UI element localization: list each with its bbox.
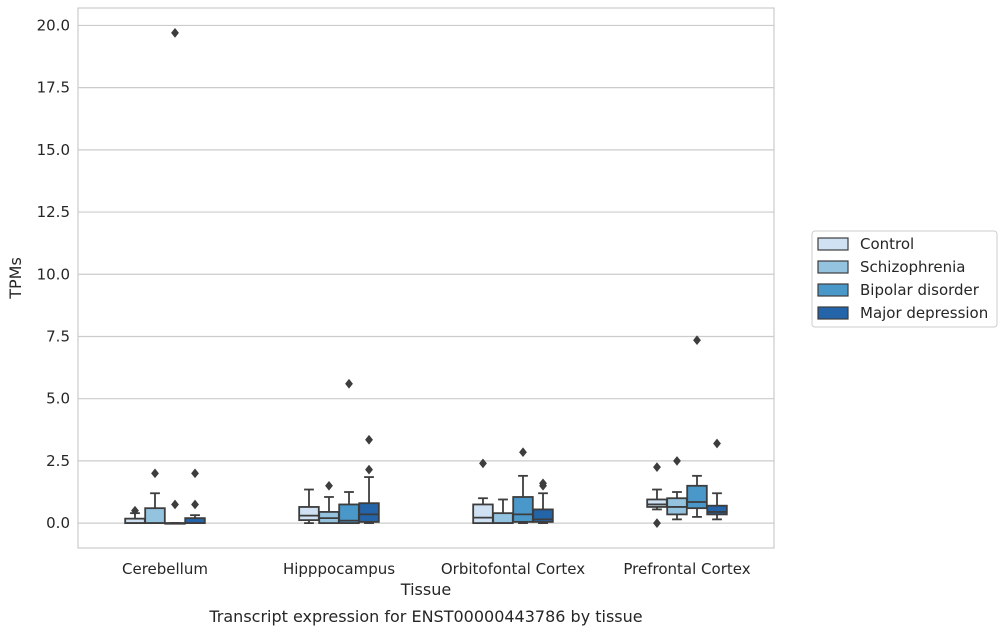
box-schizophrenia [144, 468, 166, 525]
box-major-depression [706, 438, 728, 521]
x-tick-label: Orbitofontal Cortex [441, 560, 585, 578]
y-tick-labels: 0.0 2.5 5.0 7.5 10.0 12.5 15.0 17.5 20.0 [37, 16, 70, 532]
box-control [472, 458, 494, 525]
outlier-point [345, 378, 353, 389]
y-tick-label: 15.0 [37, 141, 70, 159]
legend: Control Schizophrenia Bipolar disorder Majo… [811, 230, 998, 328]
legend-label: Schizophrenia [860, 258, 965, 276]
y-tick-label: 12.5 [37, 203, 70, 221]
box-bipolar-disorder [512, 447, 534, 525]
legend-swatch [817, 306, 849, 320]
box-schizophrenia [666, 456, 688, 521]
legend-label: Bipolar disorder [860, 281, 980, 299]
box-control [124, 505, 146, 525]
y-axis-label: TPMs [6, 257, 25, 300]
box-major-depression [184, 468, 206, 525]
y-tick-label: 5.0 [46, 390, 70, 408]
outlier-point [365, 464, 373, 475]
outlier-point [191, 499, 199, 510]
box-iqr [706, 504, 728, 516]
box-bipolar-disorder [686, 335, 708, 518]
box-iqr [492, 512, 514, 525]
box-marks [124, 28, 728, 528]
box-iqr [512, 496, 534, 523]
legend-swatch [817, 283, 849, 297]
y-tick-label: 7.5 [46, 327, 70, 345]
outlier-point [365, 434, 373, 445]
outlier-point [171, 28, 179, 38]
box-bipolar-disorder [164, 28, 186, 525]
y-tick-label: 20.0 [37, 16, 70, 34]
x-tick-labels: Cerebellum Hipppocampus Orbitofontal Corte… [122, 560, 751, 578]
outlier-point [151, 468, 159, 479]
legend-frame [811, 230, 998, 328]
legend-swatch [817, 237, 849, 251]
legend-label: Major depression [860, 304, 988, 322]
outlier-point [539, 480, 547, 491]
box-iqr [686, 484, 708, 510]
box-iqr [358, 502, 380, 523]
box-control [298, 488, 320, 525]
outlier-point [713, 438, 721, 449]
y-tick-label: 17.5 [37, 79, 70, 97]
outlier-point [673, 456, 681, 466]
outlier-point [653, 462, 661, 472]
x-tick-label: Prefrontal Cortex [623, 560, 750, 578]
box-iqr [646, 498, 668, 508]
chart-title: Transcript expression for ENST0000044378… [208, 607, 642, 626]
plot-frame [77, 7, 775, 549]
box-major-depression [532, 478, 554, 525]
box-control [646, 462, 668, 528]
legend-label: Control [860, 235, 914, 253]
outlier-point [325, 480, 333, 491]
x-tick-label: Hipppocampus [283, 560, 395, 578]
outlier-point [693, 335, 701, 346]
legend-swatch [817, 260, 849, 274]
x-tick-label: Cerebellum [122, 560, 208, 578]
y-tick-label: 10.0 [37, 265, 70, 283]
box-schizophrenia [492, 498, 514, 525]
y-tick-label: 0.0 [46, 514, 70, 532]
outlier-point [479, 458, 487, 469]
outlier-point [131, 505, 139, 516]
outlier-point [653, 518, 661, 528]
grid-lines [78, 24, 774, 524]
outlier-point [191, 468, 199, 479]
box-iqr [472, 503, 494, 525]
box-bipolar-disorder [338, 378, 360, 525]
y-tick-label: 2.5 [46, 452, 70, 470]
box-iqr [144, 507, 166, 525]
outlier-point [171, 499, 179, 510]
box-iqr [298, 506, 320, 522]
x-axis-label: Tissue [400, 580, 451, 599]
box-schizophrenia [318, 480, 340, 525]
outlier-point [519, 447, 527, 458]
box-major-depression [358, 434, 380, 525]
